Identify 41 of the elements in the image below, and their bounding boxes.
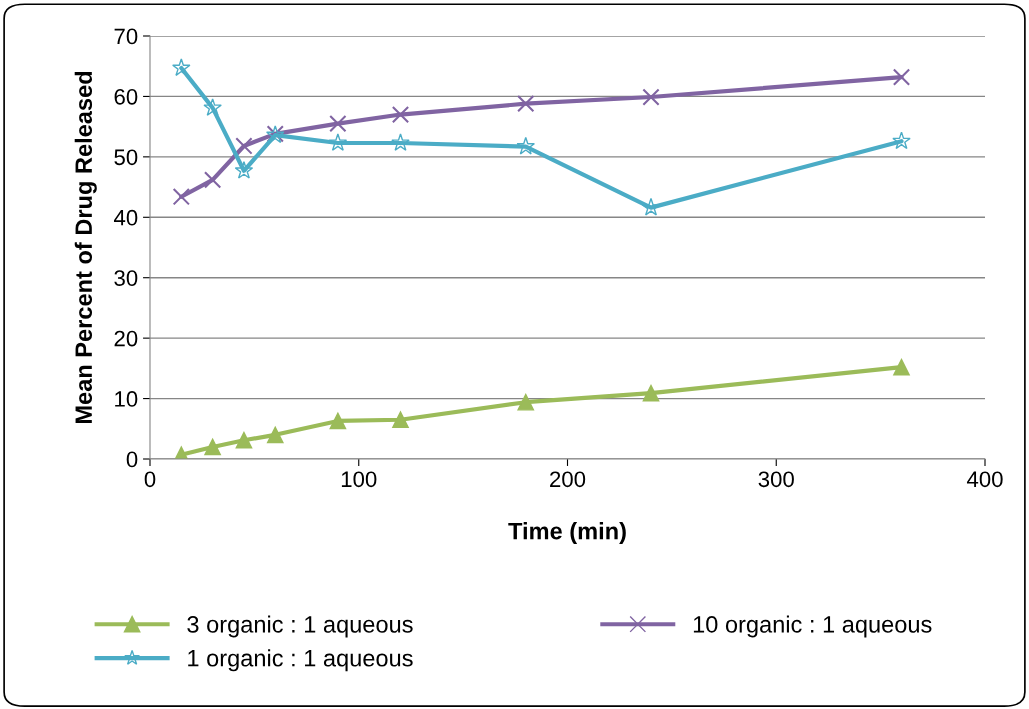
x-tick-label: 300: [758, 471, 794, 488]
point: [329, 412, 347, 430]
x-axis-title: Time (min): [508, 522, 626, 545]
y-tick-label: 10: [115, 391, 138, 407]
point: [892, 131, 911, 150]
point: [391, 133, 410, 151]
point: [172, 188, 190, 206]
x-tick-label: 400: [966, 471, 1003, 488]
point: [516, 136, 536, 155]
point: [391, 105, 410, 124]
x-tick-label: 0: [144, 471, 156, 488]
point: [204, 438, 221, 456]
point: [203, 171, 222, 189]
point: [893, 358, 910, 376]
point: [172, 58, 191, 77]
point: [517, 393, 535, 411]
point: [892, 68, 911, 86]
point: [328, 133, 348, 151]
y-tick-label: 30: [114, 270, 138, 286]
point: [642, 384, 660, 402]
y-tick-label: 20: [114, 330, 138, 347]
point: [234, 161, 254, 179]
y-tick-label: 40: [113, 209, 138, 226]
point: [392, 411, 409, 429]
point: [517, 95, 535, 113]
point: [235, 431, 253, 449]
y-tick-label: 0: [126, 451, 138, 468]
legend-label: 10 organic : 1 aqueous: [693, 615, 932, 638]
y-tick-label: 60: [114, 88, 138, 105]
x-tick-label: 100: [341, 471, 377, 488]
point: [203, 98, 222, 116]
y-axis-title: Mean Percent of Drug Released: [74, 71, 97, 424]
legend-label: 1 organic : 1 aqueous: [188, 649, 413, 672]
point: [266, 426, 284, 444]
y-tick-label: 50: [114, 149, 138, 166]
x-tick-label: 200: [550, 471, 586, 488]
point: [642, 88, 660, 106]
point: [329, 114, 347, 133]
legend-label: 3 organic : 1 aqueous: [187, 615, 413, 638]
point: [235, 137, 253, 155]
y-tick-label: 70: [114, 28, 138, 45]
